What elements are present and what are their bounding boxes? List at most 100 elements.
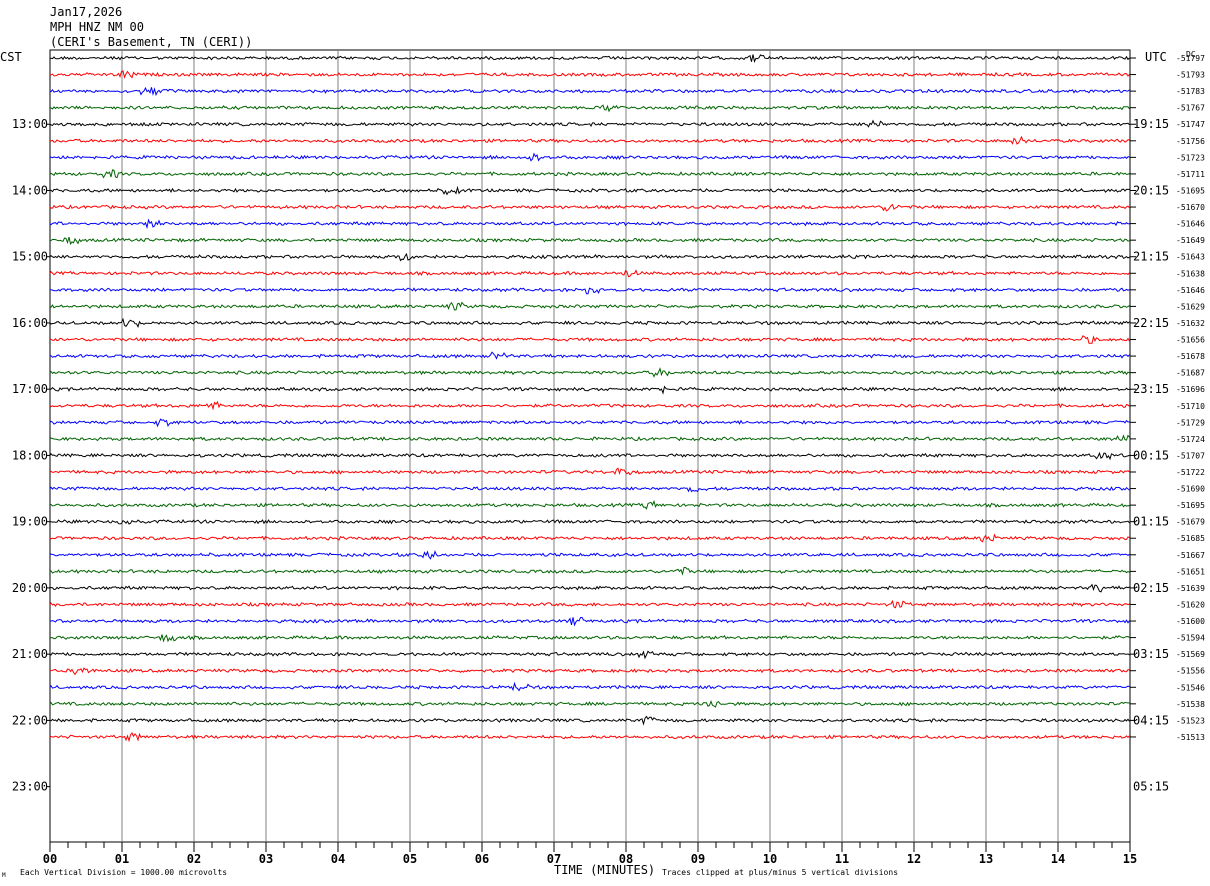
x-tick-label: 13	[979, 852, 993, 866]
trace-line	[49, 616, 1130, 627]
trace-dc-label: -51556	[1176, 667, 1205, 676]
trace-dc-label: -51696	[1176, 385, 1205, 394]
x-tick-label: 15	[1123, 852, 1137, 866]
trace-line	[49, 367, 1130, 378]
x-tick-label: 06	[475, 852, 489, 866]
trace-line	[49, 650, 1130, 660]
x-tick-label: 07	[547, 852, 561, 866]
trace-line	[49, 533, 1130, 543]
trace-dc-label: -51649	[1176, 236, 1205, 245]
right-hour-label: 02:15	[1133, 581, 1169, 595]
left-hour-label: 20:00	[12, 581, 48, 595]
trace-dc-label: -51651	[1176, 567, 1205, 576]
trace-line	[49, 550, 1130, 560]
trace-line	[49, 566, 1130, 576]
trace-dc-label: -51632	[1176, 319, 1205, 328]
trace-line	[49, 269, 1130, 278]
trace-dc-label: -51756	[1176, 137, 1205, 146]
left-hour-label: 14:00	[12, 183, 48, 197]
trace-dc-label: -51643	[1176, 253, 1205, 262]
trace-line	[49, 185, 1130, 196]
trace-line	[49, 634, 1130, 643]
trace-line	[49, 451, 1130, 461]
left-hour-label: 18:00	[12, 448, 48, 462]
x-tick-label: 01	[115, 852, 129, 866]
left-hour-label: 19:00	[12, 515, 48, 529]
trace-dc-label: -51620	[1176, 600, 1205, 609]
trace-line	[49, 667, 1130, 676]
trace-line	[49, 583, 1130, 593]
trace-line	[49, 252, 1130, 262]
x-tick-label: 10	[763, 852, 777, 866]
trace-dc-label: -51638	[1176, 269, 1205, 278]
trace-line	[49, 54, 1130, 64]
right-hour-label: 19:15	[1133, 117, 1169, 131]
trace-dc-label: -51783	[1176, 87, 1205, 96]
trace-line	[49, 335, 1130, 344]
trace-dc-label: -51687	[1176, 369, 1205, 378]
trace-line	[49, 236, 1130, 246]
x-tick-label: 11	[835, 852, 849, 866]
trace-line	[49, 486, 1130, 493]
trace-dc-label: -51767	[1176, 104, 1205, 113]
right-hour-label: 23:15	[1133, 382, 1169, 396]
plot-date: Jan17,2026	[50, 5, 123, 19]
trace-dc-label: -51710	[1176, 402, 1205, 411]
trace-dc-label: -51711	[1176, 170, 1205, 179]
trace-line	[49, 599, 1130, 609]
left-hour-label: 15:00	[12, 250, 48, 264]
trace-line	[49, 351, 1130, 360]
right-hour-label: 22:15	[1133, 316, 1169, 330]
trace-line	[49, 152, 1130, 162]
trace-dc-label: -51600	[1176, 617, 1205, 626]
trace-line	[49, 681, 1130, 692]
left-hour-label: 22:00	[12, 713, 48, 727]
trace-line	[49, 519, 1130, 525]
trace-dc-label: -51707	[1176, 451, 1205, 460]
left-hour-label: 17:00	[12, 382, 48, 396]
station-location: (CERI's Basement, TN (CERI))	[50, 35, 253, 49]
dc-label: DC	[1186, 50, 1196, 59]
right-hour-label: 03:15	[1133, 647, 1169, 661]
station-code: MPH HNZ NM 00	[50, 20, 144, 34]
trace-line	[49, 700, 1130, 708]
clip-note: Traces clipped at plus/minus 5 vertical …	[662, 868, 899, 877]
trace-dc-label: -51690	[1176, 485, 1205, 494]
trace-line	[49, 203, 1130, 212]
trace-line	[49, 467, 1130, 476]
left-hour-label: 21:00	[12, 647, 48, 661]
right-hour-label: 01:15	[1133, 515, 1169, 529]
scale-note: Each Vertical Division = 1000.00 microvo…	[20, 868, 228, 877]
trace-dc-label: -51747	[1176, 120, 1205, 129]
trace-line	[49, 499, 1130, 510]
x-tick-label: 09	[691, 852, 705, 866]
trace-dc-label: -51678	[1176, 352, 1205, 361]
corner-mark: M	[2, 872, 6, 879]
trace-line	[49, 385, 1130, 395]
trace-dc-label: -51594	[1176, 634, 1205, 643]
trace-line	[49, 732, 1130, 743]
trace-line	[49, 301, 1130, 311]
x-tick-label: 14	[1051, 852, 1065, 866]
trace-dc-label: -51793	[1176, 71, 1205, 80]
trace-line	[49, 169, 1130, 179]
trace-dc-label: -51546	[1176, 683, 1205, 692]
trace-line	[49, 104, 1130, 113]
trace-dc-label: -51679	[1176, 518, 1205, 527]
x-tick-label: 00	[43, 852, 57, 866]
trace-dc-label: -51629	[1176, 302, 1205, 311]
right-hour-label: 00:15	[1133, 448, 1169, 462]
right-hour-label: 21:15	[1133, 250, 1169, 264]
trace-line	[49, 218, 1130, 230]
x-tick-label: 08	[619, 852, 633, 866]
trace-line	[49, 317, 1130, 329]
left-timezone-label: CST	[0, 50, 22, 64]
trace-dc-label: -51538	[1176, 700, 1205, 709]
trace-line	[49, 119, 1130, 128]
trace-dc-label: -51639	[1176, 584, 1205, 593]
trace-dc-label: -51797	[1176, 54, 1205, 63]
trace-line	[49, 715, 1130, 726]
trace-dc-label: -51646	[1176, 220, 1205, 229]
right-timezone-label: UTC	[1145, 50, 1167, 64]
trace-dc-label: -51667	[1176, 551, 1205, 560]
